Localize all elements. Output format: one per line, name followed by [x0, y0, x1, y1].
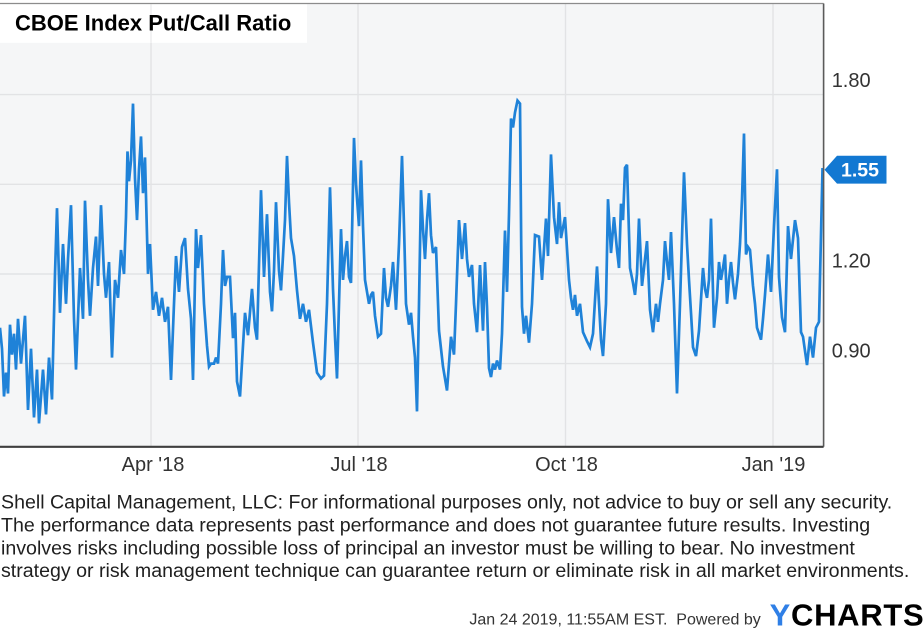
svg-text:involves risks including possi: involves risks including possible loss o… [1, 538, 855, 560]
svg-text:strategy or risk management te: strategy or risk management technique ca… [1, 560, 909, 582]
svg-text:The performance data represent: The performance data represents past per… [1, 515, 870, 537]
svg-text:1.20: 1.20 [832, 251, 871, 273]
svg-text:Oct '18: Oct '18 [535, 454, 598, 476]
svg-text:Jan 24 2019, 11:55AM EST. Pow: Jan 24 2019, 11:55AM EST. Powered by [469, 611, 760, 628]
svg-text:Jul '18: Jul '18 [330, 454, 387, 476]
svg-text:0.90: 0.90 [832, 341, 871, 363]
svg-text:1.80: 1.80 [832, 70, 871, 92]
svg-text:CBOE Index Put/Call Ratio: CBOE Index Put/Call Ratio [15, 11, 291, 36]
svg-text:Jan '19: Jan '19 [742, 454, 806, 476]
svg-text:Shell Capital Management, LLC:: Shell Capital Management, LLC: For infor… [1, 492, 892, 514]
svg-text:Apr '18: Apr '18 [122, 454, 185, 476]
svg-text:1.55: 1.55 [841, 160, 879, 182]
svg-text:YCHARTS: YCHARTS [770, 598, 924, 633]
